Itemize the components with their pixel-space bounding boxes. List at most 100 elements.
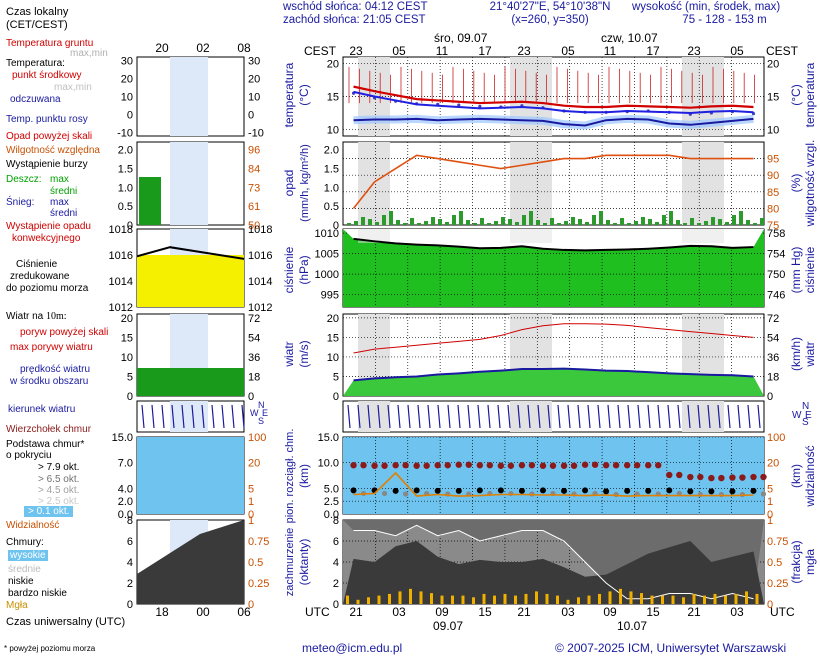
rain-bar [452, 215, 456, 225]
wind_left_r-tick: 0 [248, 391, 254, 403]
cloud-top-point [591, 461, 599, 468]
rain-bar [760, 218, 764, 225]
fog-bar [367, 597, 370, 604]
pres_main_r-tick: 750 [767, 269, 785, 281]
top-hour-label: 05 [730, 44, 744, 58]
pressure-label: Ciśnienie [16, 259, 58, 270]
wind-axis-unit: (m/s) [297, 340, 311, 367]
day1-label: śro, 09.07 [434, 31, 488, 45]
cl_main-tick: 2 [333, 578, 339, 590]
rain-bar [697, 223, 701, 225]
rain-bar [704, 221, 708, 225]
cl-axis-unit: (oktanty) [297, 539, 311, 586]
wind-label-text: Wiatr na [6, 311, 44, 322]
fog-bar [451, 595, 454, 604]
rain_left-tick: 1.5 [118, 163, 133, 175]
cloud-top-point [612, 462, 620, 469]
vis_left-tick: 100 [248, 432, 266, 444]
wind-area-label: w środku obszaru [10, 376, 89, 387]
soil-maxmin-label: max,min [70, 48, 108, 59]
wind-arrow [537, 404, 541, 429]
rain-bar [361, 217, 365, 225]
pres_main_r-tick: 746 [767, 290, 785, 302]
wind-arrow [747, 404, 751, 429]
fog_main-tick: 0 [767, 599, 773, 611]
cl_main-tick: 0 [333, 599, 339, 611]
wind-arrow [687, 404, 691, 429]
okt-25-label: > 2.5 okt. [38, 496, 80, 507]
contact-email[interactable]: meteo@icm.edu.pl [302, 641, 403, 655]
fog_main-tick: 1 [767, 515, 773, 527]
wind-arrow [587, 404, 591, 429]
fog-bar [493, 595, 496, 604]
vis_main-tick: 5 [767, 483, 773, 495]
wind_left-tick: 10 [121, 352, 133, 364]
wind_left_r-tick: 54 [248, 332, 260, 344]
very-low-clouds-label: bardzo niskie [8, 588, 67, 599]
bottom-hour-label: 03 [392, 605, 406, 619]
high-cloud-edge [353, 524, 754, 600]
wind_main_r-tick: 36 [767, 352, 779, 364]
rain_main-tick: 2.0 [324, 145, 339, 157]
wind_left-tick: 5 [127, 371, 133, 383]
fog-bar [629, 591, 633, 604]
fog-bar [566, 599, 570, 604]
wind-arrow [557, 404, 561, 429]
vis_left-tick: 0 [248, 509, 254, 521]
pressure-night-2 [682, 229, 724, 243]
rain-bar [536, 220, 540, 225]
temp-axis-unit-r: (°C) [789, 84, 803, 105]
cloud-base-point [350, 487, 357, 494]
rain_left-tick: 1.0 [118, 182, 133, 194]
coordinates-label: 21°40'27"E, 54°10'38"N [489, 1, 611, 13]
cloud-top-point [549, 462, 557, 469]
cloud-top-point [465, 461, 472, 468]
axis-labels: CEST CEST śro, 09.07 czw, 10.07 UTC UTC … [250, 31, 817, 633]
wind-arrow [397, 404, 401, 429]
left-pressure-fill [137, 255, 244, 307]
wind-arrow [657, 404, 661, 429]
rain_main-tick: 0 [333, 220, 339, 232]
bottom-hour-label: 21 [517, 605, 531, 619]
wind-arrow [577, 404, 581, 429]
night-band-d-1 [510, 401, 552, 432]
cloud-top-point [392, 462, 399, 469]
rain-bar [655, 222, 659, 225]
bottom-hour-label: 21 [687, 605, 701, 619]
cb_left-tick: 7.0 [118, 458, 133, 470]
okt-01-label: > 0.1 okt. [24, 506, 74, 517]
fog-bar [461, 595, 465, 604]
fog-bar [535, 591, 538, 604]
temp_left-tick: 0 [248, 109, 254, 121]
fog_left-tick: 0.75 [248, 536, 269, 548]
rain-bar [753, 223, 757, 225]
fog-bar [440, 595, 444, 604]
rain-bar [746, 220, 750, 225]
cloud-top-point [750, 473, 757, 481]
rain-bar [669, 211, 673, 225]
wind-arrow [607, 404, 611, 429]
time-zone-label: Czas lokalny [6, 6, 69, 18]
fog-bar [745, 591, 748, 604]
pres_left-tick: 1012 [109, 302, 133, 314]
pres_main-tick: 1010 [315, 228, 339, 240]
rain-bar [445, 222, 449, 225]
pressure-night-1 [510, 229, 552, 243]
gust-over-label: poryw powyżej skali [20, 327, 109, 338]
snow-mean-label: średni [50, 208, 78, 219]
wind_main-tick: 0 [333, 391, 339, 403]
cloud-top-point [760, 473, 767, 481]
okt-45-label: > 4.5 okt. [38, 485, 80, 496]
cloud-base-point [603, 488, 610, 495]
rain-bar [431, 217, 435, 225]
pressure-label-3: do poziomu morza [6, 283, 89, 294]
vis_main-tick: 100 [767, 432, 785, 444]
hum-tick: 95 [767, 154, 779, 166]
wind_left_r-tick: 72 [248, 313, 260, 325]
fog-bar [682, 597, 685, 604]
pres_main-tick: 1000 [315, 269, 339, 281]
left-pressure-line [136, 246, 245, 260]
temp_left-tick: -10 [248, 127, 264, 139]
rain-max-label: max [50, 174, 69, 185]
cb_left-tick: 2.0 [118, 496, 133, 508]
